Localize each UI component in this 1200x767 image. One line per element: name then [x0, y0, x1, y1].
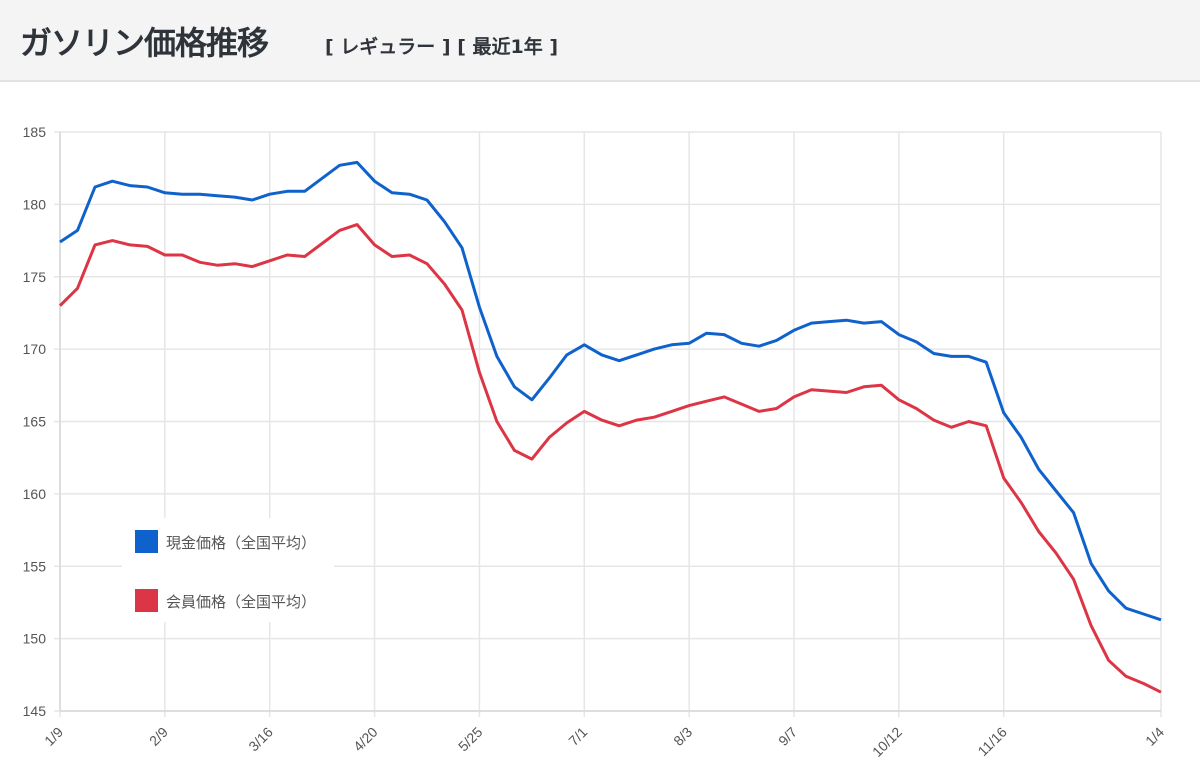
series-line-cash — [59, 160, 1162, 622]
legend-swatch-member — [135, 589, 158, 612]
filter-subtitle: [ レギュラー ] [ 最近1年 ] — [325, 36, 559, 58]
series-points-cash — [59, 162, 1162, 620]
x-tick-label: 9/7 — [775, 724, 800, 749]
series-line-member — [58, 223, 1162, 694]
legend-swatch-cash — [135, 530, 158, 553]
series-points-member — [59, 224, 1162, 693]
y-tick-label: 175 — [23, 269, 47, 285]
x-tick-label: 3/16 — [245, 724, 276, 755]
x-tick-label: 10/12 — [869, 724, 905, 760]
y-tick-label: 145 — [23, 703, 47, 719]
x-tick-label: 8/3 — [670, 724, 695, 749]
y-tick-label: 155 — [23, 558, 47, 574]
x-tick-label: 1/4 — [1142, 724, 1167, 749]
page-header: ガソリン価格推移 [ レギュラー ] [ 最近1年 ] — [0, 0, 1200, 82]
x-tick-label: 5/25 — [455, 724, 486, 755]
page-title: ガソリン価格推移 — [20, 24, 269, 62]
y-tick-label: 150 — [23, 631, 47, 647]
y-tick-label: 170 — [23, 341, 47, 357]
y-tick-label: 180 — [23, 196, 47, 212]
x-tick-label: 7/1 — [565, 724, 590, 749]
x-tick-label: 2/9 — [146, 724, 171, 749]
y-tick-label: 160 — [23, 486, 47, 502]
x-tick-label: 11/16 — [974, 724, 1010, 760]
y-tick-label: 185 — [23, 124, 47, 140]
x-tick-label: 1/9 — [41, 724, 66, 749]
legend-label-cash: 現金価格（全国平均） — [166, 534, 316, 552]
x-tick-label: 4/20 — [350, 724, 381, 755]
legend-label-member: 会員価格（全国平均） — [166, 593, 316, 611]
y-tick-label: 165 — [23, 414, 47, 430]
